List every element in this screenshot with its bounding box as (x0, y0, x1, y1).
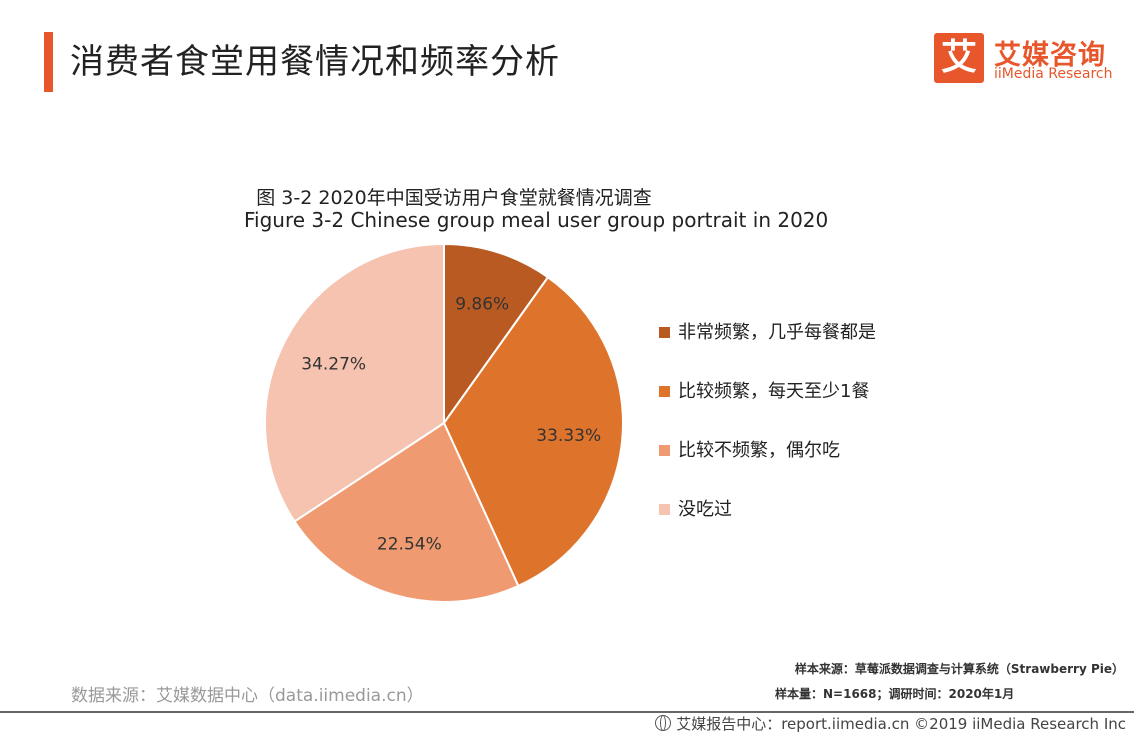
legend-swatch (659, 504, 670, 515)
legend-swatch (659, 386, 670, 397)
page-title: 消费者食堂用餐情况和频率分析 (70, 42, 560, 82)
data-source: 数据来源：艾媒数据中心（data.iimedia.cn） (71, 686, 424, 706)
logo-icon: 艾 (934, 33, 984, 83)
footer-credit-text: 艾媒报告中心：report.iimedia.cn ©2019 iiMedia R… (676, 715, 1126, 733)
sample-source: 样本来源：草莓派数据调查与计算系统（Strawberry Pie） (794, 662, 1124, 676)
footer-divider (0, 711, 1134, 713)
pie-slice-label-4: 34.27% (301, 355, 366, 375)
pie-slice-label-2: 33.33% (536, 426, 601, 446)
legend-label: 比较不频繁，偶尔吃 (678, 440, 840, 461)
legend-swatch (659, 327, 670, 338)
sample-size: 样本量：N=1668；调研时间：2020年1月 (775, 687, 1015, 701)
legend-label: 非常频繁，几乎每餐都是 (678, 322, 876, 343)
legend-label: 比较频繁，每天至少1餐 (678, 381, 870, 402)
pie-slice-2 (442, 275, 624, 588)
pie-slice-4 (264, 242, 445, 523)
brand-logo: 艾 艾媒咨询 iiMedia Research (934, 33, 1124, 85)
brand-name-cn: 艾媒咨询 (994, 40, 1106, 71)
chart-title-cn: 图 3-2 2020年中国受访用户食堂就餐情况调查 (256, 187, 652, 209)
logo-glyph: 艾 (940, 37, 977, 78)
pie-slice-3 (293, 421, 520, 603)
pie-slice-label-1: 9.86% (455, 295, 509, 315)
brand-name-en: iiMedia Research (994, 66, 1113, 82)
pie-slice-label-3: 22.54% (377, 534, 442, 554)
legend-label: 没吃过 (678, 499, 732, 520)
pie-slice-1 (443, 242, 550, 427)
globe-icon (655, 715, 672, 731)
title-accent-bar (44, 32, 53, 92)
legend-swatch (659, 445, 670, 456)
footer-credit: 艾媒报告中心：report.iimedia.cn ©2019 iiMedia R… (655, 713, 1126, 734)
